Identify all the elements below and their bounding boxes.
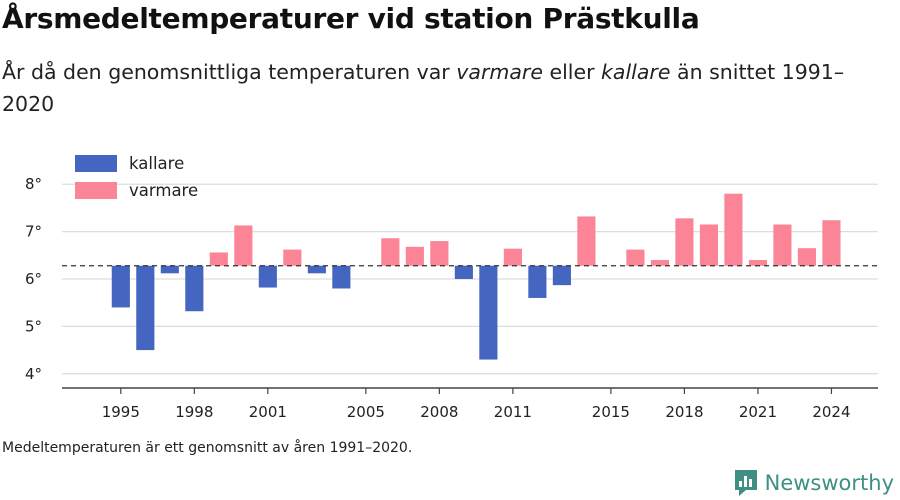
- y-tick-label: 5°: [25, 317, 42, 335]
- subtitle-text: År då den genomsnittliga temperaturen va…: [2, 60, 457, 84]
- bar-2018: [675, 218, 694, 266]
- bar-2002: [283, 249, 302, 266]
- bar-2021: [748, 260, 767, 266]
- bar-2011: [503, 248, 522, 266]
- bar-2022: [773, 224, 792, 266]
- bar-1995: [111, 265, 130, 308]
- subtitle-cold-word: kallare: [601, 60, 671, 84]
- footnote: Medeltemperaturen är ett genomsnitt av å…: [2, 440, 413, 456]
- x-tick-label: 2008: [420, 403, 458, 421]
- bar-2003: [307, 265, 326, 274]
- bar-2004: [332, 265, 351, 289]
- y-tick-label: 6°: [25, 270, 42, 288]
- subtitle-warm-word: varmare: [456, 60, 543, 84]
- bar-2008: [430, 241, 449, 266]
- bar-1999: [209, 252, 228, 266]
- bar-1996: [136, 265, 155, 351]
- chart-title: Årsmedeltemperaturer vid station Prästku…: [2, 2, 700, 35]
- bar-2013: [552, 265, 571, 286]
- bar-2010: [479, 265, 498, 360]
- x-tick-label: 2015: [592, 403, 630, 421]
- legend-label-varmare: varmare: [129, 181, 198, 200]
- x-tick-label: 2024: [812, 403, 850, 421]
- y-tick-label: 8°: [25, 175, 42, 193]
- bar-2023: [797, 248, 817, 266]
- x-tick-label: 2011: [494, 403, 532, 421]
- bar-2016: [626, 249, 645, 266]
- bar-2009: [454, 265, 473, 279]
- newsworthy-logo-icon: [734, 470, 757, 496]
- bar-1998: [185, 265, 204, 312]
- bar-2001: [258, 265, 277, 288]
- brand-logo: Newsworthy: [733, 468, 894, 498]
- bar-2019: [699, 224, 718, 266]
- legend-swatch-varmare: [75, 182, 117, 199]
- bar-2020: [724, 193, 743, 266]
- bar-1997: [160, 265, 179, 274]
- brand-name: Newsworthy: [764, 471, 894, 495]
- bar-2000: [234, 225, 253, 266]
- legend-label-kallare: kallare: [129, 154, 184, 173]
- legend-swatch-kallare: [75, 155, 117, 172]
- bar-2017: [650, 260, 669, 266]
- y-tick-label: 4°: [25, 365, 42, 383]
- bar-chart: 4° 5° 6° 7° 8° 1995 1998 2001 2005 2008 2011 2015 20…: [25, 154, 878, 421]
- subtitle-text: än snittet 1991–2020: [2, 60, 845, 116]
- x-tick-label: 2001: [249, 403, 287, 421]
- bar-2012: [528, 265, 547, 298]
- bar-2024: [822, 220, 841, 266]
- x-tick-label: 2021: [739, 403, 777, 421]
- y-tick-label: 7°: [25, 223, 42, 241]
- x-tick-label: 2018: [665, 403, 703, 421]
- subtitle-text: eller: [542, 60, 602, 84]
- x-tick-label: 2005: [347, 403, 385, 421]
- x-tick-label: 1998: [175, 403, 213, 421]
- bar-2006: [381, 238, 400, 266]
- bar-2007: [405, 246, 424, 266]
- chart-subtitle: År då den genomsnittliga temperaturen va…: [2, 56, 882, 120]
- x-tick-label: 1995: [102, 403, 140, 421]
- bar-2014: [577, 216, 596, 266]
